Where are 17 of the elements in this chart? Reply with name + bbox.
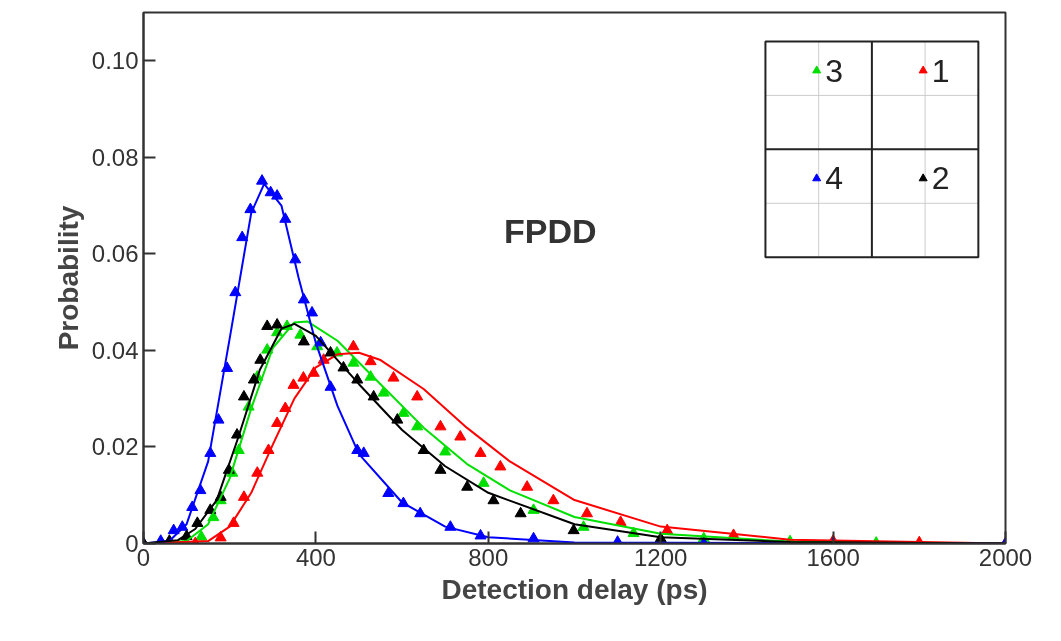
y-tick-label: 0.10 (91, 47, 139, 75)
legend-label: 3 (825, 52, 844, 89)
legend-label: 1 (931, 52, 950, 89)
y-tick-label: 0.02 (91, 433, 139, 461)
legend-label: 2 (931, 160, 950, 197)
y-axis-title: Probability (52, 205, 84, 351)
annotation: FPDD (504, 212, 597, 251)
x-tick-label: 1600 (806, 543, 860, 571)
x-tick-label: 400 (295, 543, 336, 571)
y-tick-label: 0.06 (91, 240, 139, 268)
x-axis-title: Detection delay (ps) (441, 573, 708, 605)
x-tick-label: 1200 (634, 543, 688, 571)
x-tick-label: 2000 (978, 543, 1033, 571)
y-tick-label: 0.04 (91, 336, 139, 364)
x-tick-label: 800 (468, 543, 509, 571)
y-tick-label: 0.08 (91, 143, 139, 171)
legend-label: 4 (825, 160, 844, 197)
